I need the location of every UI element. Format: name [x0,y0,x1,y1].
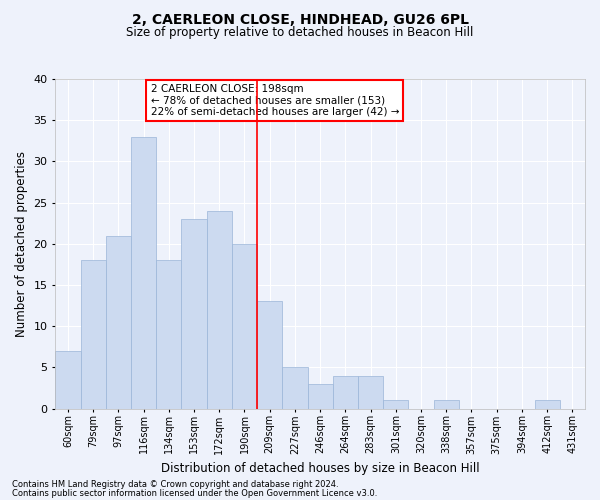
X-axis label: Distribution of detached houses by size in Beacon Hill: Distribution of detached houses by size … [161,462,479,475]
Bar [383,400,409,408]
Text: 2 CAERLEON CLOSE: 198sqm
← 78% of detached houses are smaller (153)
22% of semi-: 2 CAERLEON CLOSE: 198sqm ← 78% of detach… [151,84,399,117]
Text: Contains public sector information licensed under the Open Government Licence v3: Contains public sector information licen… [12,488,377,498]
Bar [80,260,106,408]
Text: 2, CAERLEON CLOSE, HINDHEAD, GU26 6PL: 2, CAERLEON CLOSE, HINDHEAD, GU26 6PL [131,12,469,26]
Bar [55,351,80,408]
Bar [358,376,383,408]
Bar [156,260,181,408]
Bar [535,400,560,408]
Text: Contains HM Land Registry data © Crown copyright and database right 2024.: Contains HM Land Registry data © Crown c… [12,480,338,489]
Y-axis label: Number of detached properties: Number of detached properties [15,151,28,337]
Bar [333,376,358,408]
Bar [257,302,283,408]
Bar [283,368,308,408]
Bar [181,219,206,408]
Bar [308,384,333,408]
Bar [106,236,131,408]
Bar [232,244,257,408]
Bar [434,400,459,408]
Bar [131,136,156,408]
Text: Size of property relative to detached houses in Beacon Hill: Size of property relative to detached ho… [127,26,473,39]
Bar [206,211,232,408]
